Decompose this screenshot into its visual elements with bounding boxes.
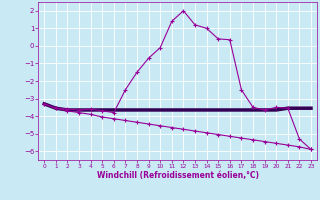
X-axis label: Windchill (Refroidissement éolien,°C): Windchill (Refroidissement éolien,°C) xyxy=(97,171,259,180)
